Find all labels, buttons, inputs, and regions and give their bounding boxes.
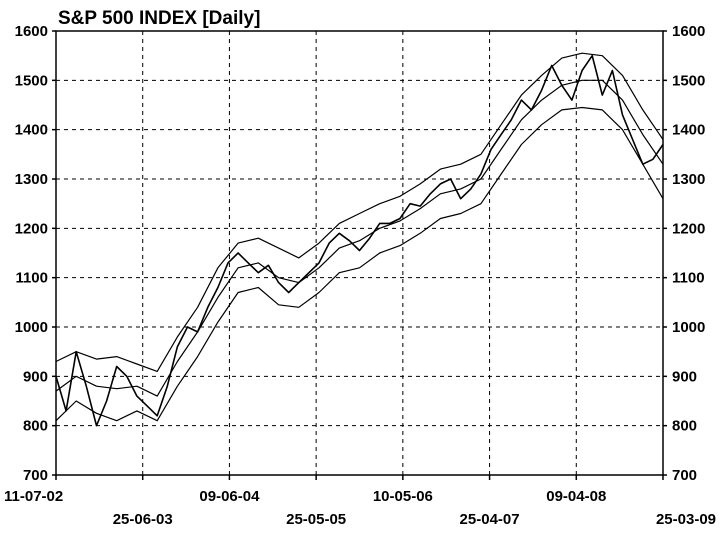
y-tick-label-left: 1200 [15, 220, 48, 237]
series-line-2 [55, 52, 664, 372]
series-line-3 [55, 106, 664, 422]
series-line-1 [55, 79, 664, 397]
y-tick-label-right: 900 [672, 368, 697, 385]
y-tick-label-right: 1000 [672, 319, 705, 336]
y-tick-label-left: 800 [23, 418, 48, 435]
series-layer [55, 52, 664, 427]
y-tick-label-right: 1300 [672, 171, 705, 188]
x-tick-label: 25-05-05 [286, 511, 346, 528]
y-tick-label-right: 1100 [672, 270, 705, 287]
x-tick-label: 09-06-04 [199, 488, 260, 505]
axis-ticks: 700 700 800 800 900 900 1000 1000 1100 1100 1200 12… [4, 23, 716, 528]
x-tick-label: 25-06-03 [113, 511, 173, 528]
plot-frame [55, 30, 664, 476]
y-tick-label-left: 1100 [15, 270, 48, 287]
y-tick-label-left: 1000 [15, 319, 48, 336]
y-tick-label-left: 1300 [15, 171, 48, 188]
x-tick-label: 25-03-09 [656, 511, 716, 528]
y-tick-label-right: 1400 [672, 122, 705, 139]
y-tick-label-left: 700 [23, 467, 48, 484]
x-tick-label: 11-07-02 [4, 488, 63, 505]
y-tick-label-left: 1400 [15, 122, 48, 139]
chart-title: S&P 500 INDEX [Daily] [58, 8, 260, 29]
x-tick-label: 25-04-07 [460, 511, 520, 528]
y-tick-label-right: 1500 [672, 72, 705, 89]
y-tick-label-left: 1500 [15, 72, 48, 89]
x-tick-label: 10-05-06 [373, 488, 433, 505]
y-tick-label-right: 800 [672, 418, 697, 435]
x-tick-label: 09-04-08 [546, 488, 606, 505]
grid-lines [56, 31, 663, 475]
y-tick-label-left: 1600 [15, 23, 48, 40]
y-tick-label-right: 1600 [672, 23, 705, 40]
y-tick-label-left: 900 [23, 368, 48, 385]
y-tick-label-right: 1200 [672, 220, 705, 237]
y-tick-label-right: 700 [672, 467, 697, 484]
